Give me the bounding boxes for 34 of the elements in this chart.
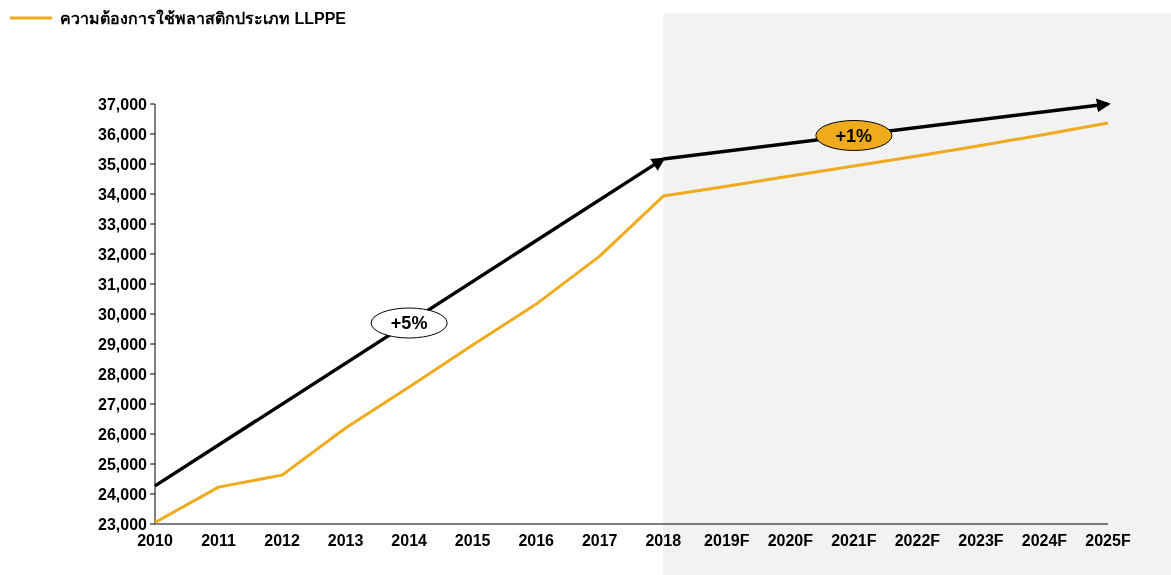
x-tick-label: 2022F bbox=[894, 532, 941, 549]
y-tick-label: 24,000 bbox=[98, 485, 148, 503]
y-tick-label: 33,000 bbox=[98, 215, 148, 233]
x-tick-label: 2020F bbox=[767, 532, 814, 549]
x-tick-label: 2021F bbox=[831, 532, 877, 549]
x-tick-label: 2013 bbox=[327, 532, 364, 549]
y-tick-label: 28,000 bbox=[98, 365, 148, 383]
y-tick-label: 32,000 bbox=[98, 245, 148, 263]
x-tick-label: 2025F bbox=[1085, 532, 1131, 549]
x-tick-label: 2023F bbox=[958, 532, 1004, 549]
x-tick-label: 2010 bbox=[137, 532, 173, 549]
x-tick-label: 2018 bbox=[645, 532, 682, 549]
x-tick-label: 2016 bbox=[518, 532, 555, 549]
y-tick-label: 30,000 bbox=[98, 305, 148, 323]
y-tick-label: 29,000 bbox=[98, 335, 148, 353]
y-tick-label: 26,000 bbox=[98, 425, 148, 443]
y-tick-label: 23,000 bbox=[98, 515, 148, 533]
annotation: +5% bbox=[390, 313, 428, 334]
y-tick-label: 25,000 bbox=[98, 455, 148, 473]
x-tick-label: 2015 bbox=[454, 532, 491, 549]
y-tick-label: 35,000 bbox=[98, 155, 148, 173]
x-tick-label: 2017 bbox=[581, 532, 618, 549]
y-tick-label: 37,000 bbox=[98, 95, 148, 113]
x-tick-label: 2024F bbox=[1021, 532, 1068, 549]
y-tick-label: 34,000 bbox=[98, 185, 148, 203]
x-tick-label: 2014 bbox=[391, 532, 428, 549]
y-tick-label: 31,000 bbox=[98, 275, 148, 293]
x-tick-label: 2012 bbox=[264, 532, 300, 549]
legend-label: ความต้องการใช้พลาสติกประเภท LLPPE bbox=[60, 8, 347, 27]
x-tick-label: 2011 bbox=[201, 532, 236, 549]
y-tick-label: 27,000 bbox=[98, 395, 148, 413]
y-tick-label: 36,000 bbox=[98, 125, 148, 143]
x-tick-label: 2019F bbox=[704, 532, 750, 549]
annotation: +1% bbox=[835, 125, 873, 146]
